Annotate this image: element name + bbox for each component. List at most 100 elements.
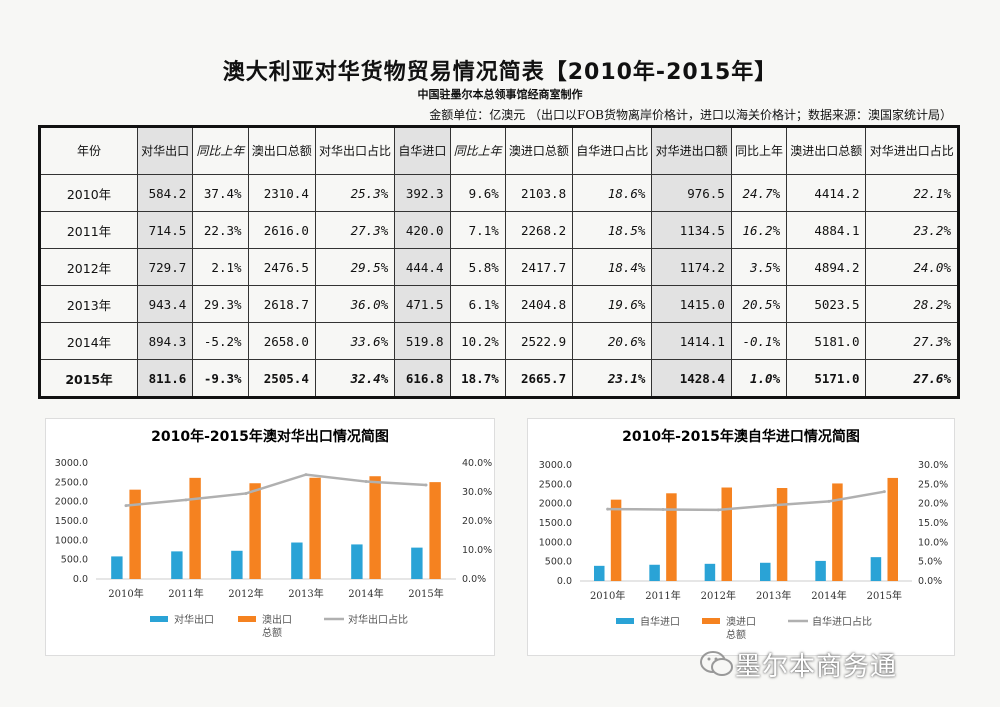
bar-total xyxy=(189,477,201,579)
wechat-icon xyxy=(700,651,733,676)
bar-total xyxy=(429,482,441,579)
value-cell: 729.7 xyxy=(136,248,194,286)
value-cell: 4884.1 xyxy=(786,211,867,249)
value-cell: 444.4 xyxy=(394,248,451,286)
value-cell: 392.3 xyxy=(394,174,451,212)
y-tick-label: 2500.0 xyxy=(539,479,572,490)
bar-total xyxy=(721,487,733,581)
value-cell: 420.0 xyxy=(394,211,451,249)
value-cell: 25.3% xyxy=(314,174,396,212)
page-title: 澳大利亚对华货物贸易情况简表【2010年-2015年】 xyxy=(222,60,778,85)
value-cell: 24.7% xyxy=(730,174,788,212)
header-cell: 澳出口总额 xyxy=(247,126,316,175)
header-cell: 同比上年 xyxy=(192,126,249,175)
y2-tick-label: 10.0% xyxy=(918,537,948,548)
header-cell: 年份 xyxy=(39,126,138,175)
y-tick-label: 1500.0 xyxy=(539,518,572,529)
page-subtitle: 中国驻墨尔本总领事馆经商室制作 xyxy=(417,88,583,101)
legend-label: 自华进口 xyxy=(640,615,680,628)
value-cell: 471.5 xyxy=(394,285,451,323)
value-cell: 943.4 xyxy=(136,285,194,323)
bar-china xyxy=(593,565,605,581)
y-tick-label: 500.0 xyxy=(545,557,572,568)
year-cell: 2013年 xyxy=(39,285,138,323)
value-cell: 18.5% xyxy=(572,211,653,249)
table-header-row: 年份 对华出口 同比上年 澳出口总额 对华出口占比 自华进口 同比上年 澳进口总额 自华进口占比… xyxy=(39,126,959,175)
table-row: 2011年 714.5 22.3% 2616.0 27.3% 420.0 7.1% 2268.… xyxy=(39,211,959,249)
value-cell: 1414.1 xyxy=(651,322,732,360)
value-cell: 584.2 xyxy=(136,174,194,212)
value-cell: 19.6% xyxy=(572,285,653,323)
y-tick-label: 0.0 xyxy=(73,574,88,585)
value-cell: 16.2% xyxy=(730,211,788,249)
header-cell: 同比上年 xyxy=(449,126,506,175)
y2-tick-label: 10.0% xyxy=(462,545,492,556)
header-cell: 对华出口占比 xyxy=(314,126,396,175)
bar-total xyxy=(129,489,141,579)
value-cell: 32.4% xyxy=(314,359,396,398)
value-cell: 3.5% xyxy=(730,248,788,286)
value-cell: 2658.0 xyxy=(247,322,316,360)
value-cell: 18.4% xyxy=(572,248,653,286)
value-cell: 894.3 xyxy=(136,322,194,360)
trade-table: 年份 对华出口 同比上年 澳出口总额 对华出口占比 自华进口 同比上年 澳进口总额 自华进口占比… xyxy=(38,125,960,399)
share-point xyxy=(304,473,308,477)
import-chart-svg: 2010年-2015年澳自华进口情况简图 0.0 500.0 1000.0 1500.0… xyxy=(539,428,948,641)
bar-china xyxy=(815,560,826,581)
share-line xyxy=(125,473,427,507)
y-tick-label: 0.0 xyxy=(557,576,572,587)
value-cell: 37.4% xyxy=(192,174,249,212)
value-cell: 36.0% xyxy=(314,285,396,323)
value-cell: 23.1% xyxy=(572,359,653,398)
y2-tick-label: 30.0% xyxy=(918,460,948,471)
value-cell: 10.2% xyxy=(449,322,506,360)
y2-tick-label: 20.0% xyxy=(918,499,948,510)
value-cell: 5023.5 xyxy=(786,285,867,323)
bar-china xyxy=(870,557,882,581)
year-cell: 2015年 xyxy=(39,359,138,398)
year-cell: 2012年 xyxy=(39,248,138,286)
bar-total xyxy=(887,477,899,581)
value-cell: 29.5% xyxy=(314,248,396,286)
value-cell: 9.6% xyxy=(449,174,506,212)
watermark: 墨尔本商务通 xyxy=(735,652,898,682)
value-cell: 2268.2 xyxy=(504,211,574,249)
unit-note: 金额单位：亿澳元 （出口以FOB货物离岸价格计，进口以海关价格计；数据来源：澳国… xyxy=(429,108,952,122)
table-row: 2014年 894.3 -5.2% 2658.0 33.6% 519.8 10.2% 2522… xyxy=(39,322,959,360)
share-point xyxy=(606,507,610,511)
value-cell: 28.2% xyxy=(865,285,959,323)
value-cell: 2417.7 xyxy=(504,248,574,286)
value-cell: 7.1% xyxy=(449,211,506,249)
value-cell: 18.6% xyxy=(572,174,653,212)
year-cell: 2010年 xyxy=(39,174,138,212)
bar-china xyxy=(231,550,243,579)
share-point xyxy=(661,507,665,511)
value-cell: 5171.0 xyxy=(786,359,867,398)
y2-tick-label: 15.0% xyxy=(918,518,948,529)
header-cell: 自华进口 xyxy=(394,126,451,175)
bar-china xyxy=(291,542,303,579)
table-row: 2012年 729.7 2.1% 2476.5 29.5% 444.4 5.8% 2417.7… xyxy=(39,248,959,286)
bar-total xyxy=(249,483,261,579)
y-tick-label: 2000.0 xyxy=(539,499,572,510)
legend-swatch xyxy=(150,616,168,622)
header-cell: 对华进出口额 xyxy=(651,126,732,175)
export-chart: 2010年-2015年澳对华出口情况简图 0.0 500.0 1000.0 1500.0… xyxy=(45,418,495,656)
value-cell: 2522.9 xyxy=(504,322,574,360)
bar-total xyxy=(610,499,622,581)
value-cell: 976.5 xyxy=(651,174,732,212)
bar-china xyxy=(351,544,363,579)
y2-tick-label: 0.0% xyxy=(918,576,942,587)
y2-tick-label: 25.0% xyxy=(918,479,948,490)
x-tick-label: 2011年 xyxy=(645,589,680,602)
chart-title: 2010年-2015年澳自华进口情况简图 xyxy=(622,428,860,445)
share-point xyxy=(827,499,831,503)
y-tick-label: 2500.0 xyxy=(55,477,88,488)
value-cell: 4414.2 xyxy=(786,174,867,212)
share-line xyxy=(607,490,885,512)
y2-tick-label: 20.0% xyxy=(462,516,492,527)
value-cell: 519.8 xyxy=(394,322,451,360)
value-cell: 714.5 xyxy=(136,211,194,249)
share-point xyxy=(716,508,720,512)
value-cell: 1174.2 xyxy=(651,248,732,286)
